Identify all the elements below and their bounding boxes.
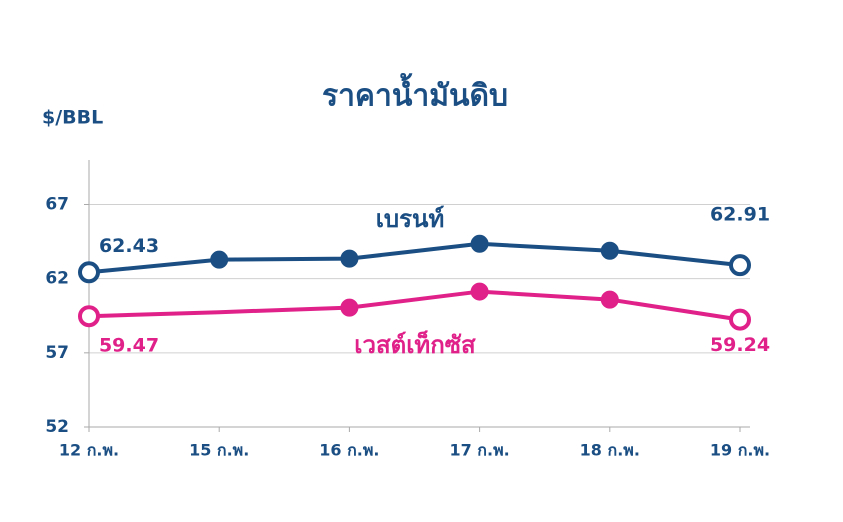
data-point [340, 298, 359, 317]
data-point [78, 261, 100, 284]
x-tick-label: 19 ก.พ. [710, 441, 770, 460]
data-point [78, 305, 100, 328]
data-point [470, 282, 489, 301]
data-point [729, 308, 751, 331]
y-tick-label: 57 [45, 343, 69, 363]
series-name: เบรนท์ [376, 205, 445, 233]
data-point [600, 290, 619, 309]
data-label: 59.24 [710, 334, 770, 356]
series-line [88, 289, 741, 322]
x-tick-label: 16 ก.พ. [319, 441, 379, 460]
y-tick-label: 62 [45, 269, 69, 289]
y-tick-label: 67 [45, 195, 69, 215]
series-line [88, 241, 741, 275]
data-label: 59.47 [99, 335, 159, 357]
data-label: 62.43 [99, 235, 159, 257]
data-point [729, 254, 751, 277]
chart-title: ราคาน้ำมันดิบ [322, 73, 508, 114]
x-tick-label: 12 ก.พ. [59, 441, 119, 460]
data-point [470, 234, 489, 253]
data-point [600, 241, 619, 260]
series-name: เวสต์เท็กซัส [354, 330, 476, 359]
data-label: 62.91 [710, 204, 770, 226]
data-point [340, 249, 359, 268]
x-tick-label: 17 ก.พ. [449, 441, 509, 460]
y-axis-label: $/BBL [42, 107, 103, 129]
y-tick-label: 52 [45, 417, 69, 437]
x-tick-label: 15 ก.พ. [189, 441, 249, 460]
x-tick-label: 18 ก.พ. [580, 441, 640, 460]
data-point [210, 250, 229, 269]
